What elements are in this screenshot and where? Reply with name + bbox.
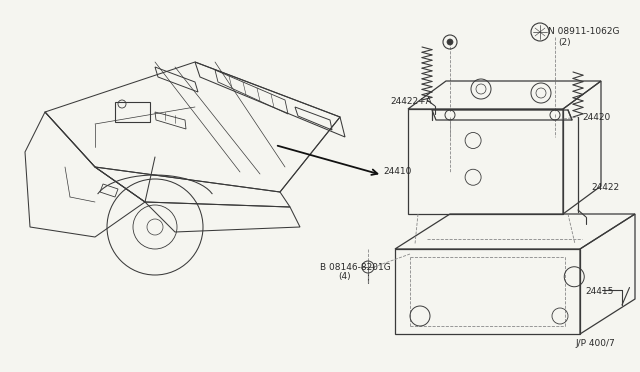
Circle shape [447,39,453,45]
Text: 24422+A: 24422+A [390,97,432,106]
Text: 24422: 24422 [591,183,619,192]
Text: B 08146-8201G: B 08146-8201G [320,263,391,272]
Text: N 08911-1062G: N 08911-1062G [548,26,620,35]
Text: 24415: 24415 [585,288,613,296]
Text: J/P 400/7: J/P 400/7 [575,340,615,349]
Text: 24420: 24420 [582,112,611,122]
Text: (4): (4) [338,273,351,282]
Text: 24410: 24410 [383,167,412,176]
Text: (2): (2) [558,38,571,46]
